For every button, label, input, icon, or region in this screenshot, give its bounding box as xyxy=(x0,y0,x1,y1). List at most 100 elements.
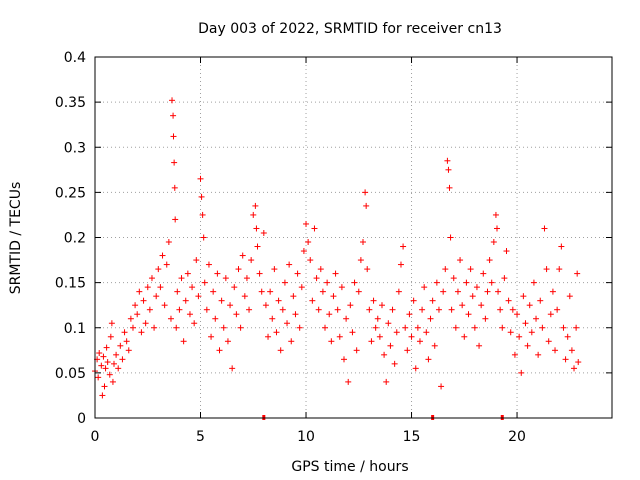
data-point xyxy=(296,324,303,331)
y-tick-label: 0.05 xyxy=(55,366,86,382)
plot-frame xyxy=(94,56,613,419)
data-point xyxy=(412,365,419,372)
data-point xyxy=(541,225,548,232)
data-point xyxy=(445,166,452,173)
data-point xyxy=(134,311,141,318)
data-point xyxy=(157,284,164,291)
data-point xyxy=(533,315,540,322)
data-point xyxy=(258,288,265,295)
data-point xyxy=(355,288,362,295)
data-point xyxy=(142,320,149,327)
data-point xyxy=(200,234,207,241)
data-point xyxy=(248,257,255,264)
data-point xyxy=(421,284,428,291)
data-point xyxy=(406,311,413,318)
data-point xyxy=(370,297,377,304)
data-point xyxy=(505,297,512,304)
data-point xyxy=(419,306,426,313)
data-point xyxy=(197,175,204,182)
data-point xyxy=(467,266,474,273)
data-point xyxy=(279,306,286,313)
axis-ticks xyxy=(94,56,612,419)
data-point xyxy=(526,302,533,309)
data-point xyxy=(184,270,191,277)
data-point xyxy=(562,356,569,363)
data-point xyxy=(395,288,402,295)
data-point xyxy=(359,239,366,246)
data-point xyxy=(250,211,257,218)
data-point xyxy=(96,350,103,357)
data-point xyxy=(357,257,364,264)
data-point xyxy=(425,356,432,363)
data-point xyxy=(416,338,423,345)
data-point xyxy=(167,315,174,322)
data-point xyxy=(169,97,176,104)
data-point xyxy=(351,279,358,286)
data-point xyxy=(518,369,525,376)
data-point xyxy=(182,297,189,304)
data-point xyxy=(343,315,350,322)
data-point xyxy=(313,275,320,282)
data-point xyxy=(522,320,529,327)
data-point xyxy=(284,320,291,327)
y-tick-label: 0.35 xyxy=(55,95,86,111)
data-point xyxy=(334,306,341,313)
data-point xyxy=(478,302,485,309)
x-tick-labels: 0 5 10 15 20 xyxy=(91,429,526,445)
data-point xyxy=(100,353,107,360)
data-point xyxy=(235,266,242,273)
data-point xyxy=(509,306,516,313)
data-point xyxy=(298,284,305,291)
data-point xyxy=(288,338,295,345)
data-point xyxy=(528,329,535,336)
data-point xyxy=(444,157,451,164)
data-point xyxy=(516,333,523,340)
data-point xyxy=(473,284,480,291)
data-point xyxy=(393,329,400,336)
data-point xyxy=(262,302,269,309)
data-point xyxy=(381,351,388,358)
data-point xyxy=(568,347,575,354)
data-point xyxy=(117,342,124,349)
data-point xyxy=(174,288,181,295)
data-point xyxy=(353,347,360,354)
data-point xyxy=(547,311,554,318)
data-point xyxy=(530,279,537,286)
data-point xyxy=(427,315,434,322)
data-point xyxy=(95,374,102,381)
gridlines xyxy=(95,57,612,418)
x-tick-label: 5 xyxy=(196,429,205,445)
data-point xyxy=(507,329,514,336)
data-point xyxy=(269,315,276,322)
data-point xyxy=(566,293,573,300)
data-point xyxy=(499,324,506,331)
data-point xyxy=(366,306,373,313)
data-point xyxy=(503,248,510,255)
data-point xyxy=(146,306,153,313)
data-point xyxy=(448,306,455,313)
data-point xyxy=(387,342,394,349)
data-point xyxy=(277,347,284,354)
data-point xyxy=(364,266,371,273)
data-point xyxy=(311,225,318,232)
y-tick-label: 0.4 xyxy=(64,50,86,66)
data-point xyxy=(495,288,502,295)
data-point xyxy=(216,347,223,354)
data-point xyxy=(193,257,200,264)
data-point xyxy=(543,266,550,273)
data-point xyxy=(520,293,527,300)
data-point xyxy=(560,324,567,331)
data-point xyxy=(170,133,177,140)
data-point xyxy=(227,302,234,309)
data-point xyxy=(140,297,147,304)
data-point xyxy=(556,266,563,273)
x-tick-label: 15 xyxy=(403,429,421,445)
data-point xyxy=(237,324,244,331)
data-point xyxy=(433,279,440,286)
data-point xyxy=(535,351,542,358)
data-point xyxy=(345,378,352,385)
data-point xyxy=(307,257,314,264)
data-point xyxy=(431,342,438,349)
x-axis-label: GPS time / hours xyxy=(291,459,408,475)
data-point xyxy=(98,362,105,369)
